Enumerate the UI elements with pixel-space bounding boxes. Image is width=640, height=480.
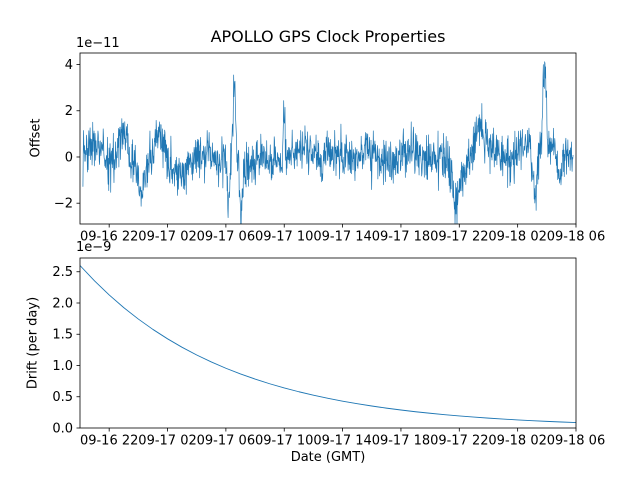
date-x-axis-label: Date (GMT) [290,450,366,465]
offset-scale-multiplier-label: 1e−11 [76,36,120,51]
y-tick-label: 1.0 [52,359,73,374]
gps-clock-drift-line [80,265,576,424]
x-tick-label: 09-17 02 [138,230,196,245]
x-tick-label: 09-17 14 [313,434,371,449]
drift-scale-multiplier-label: 1e−9 [76,240,112,255]
drift-subplot-spines [79,257,577,429]
y-tick-label: 2.5 [52,265,73,280]
offset-subplot-spines [79,52,577,225]
x-tick-label: 09-18 06 [547,434,605,449]
x-tick-label: 09-16 22 [80,434,138,449]
y-tick-label: 4 [65,58,73,73]
x-tick-label: 09-17 06 [197,230,255,245]
x-tick-label: 09-18 02 [488,434,546,449]
y-tick-label: 2.0 [52,296,73,311]
x-tick-label: 09-18 02 [488,230,546,245]
figure-title: APOLLO GPS Clock Properties [210,27,446,46]
gps-clock-offset-line [82,61,574,224]
x-tick-label: 09-17 02 [138,434,196,449]
y-tick-label: 0.5 [52,390,73,405]
y-tick-label: −2 [54,197,73,212]
x-tick-label: 09-17 18 [372,230,430,245]
x-tick-label: 09-16 22 [80,230,138,245]
x-tick-label: 09-17 06 [197,434,255,449]
x-tick-label: 09-17 10 [255,434,313,449]
x-tick-label: 09-17 14 [313,230,371,245]
y-tick-label: 2 [65,104,73,119]
y-tick-label: 1.5 [52,328,73,343]
y-tick-label: 0 [65,150,73,165]
x-tick-label: 09-17 22 [430,434,488,449]
x-tick-label: 09-17 10 [255,230,313,245]
x-tick-label: 09-17 18 [372,434,430,449]
x-tick-label: 09-18 06 [547,230,605,245]
y-tick-label: 0.0 [52,421,73,436]
x-tick-label: 09-17 22 [430,230,488,245]
